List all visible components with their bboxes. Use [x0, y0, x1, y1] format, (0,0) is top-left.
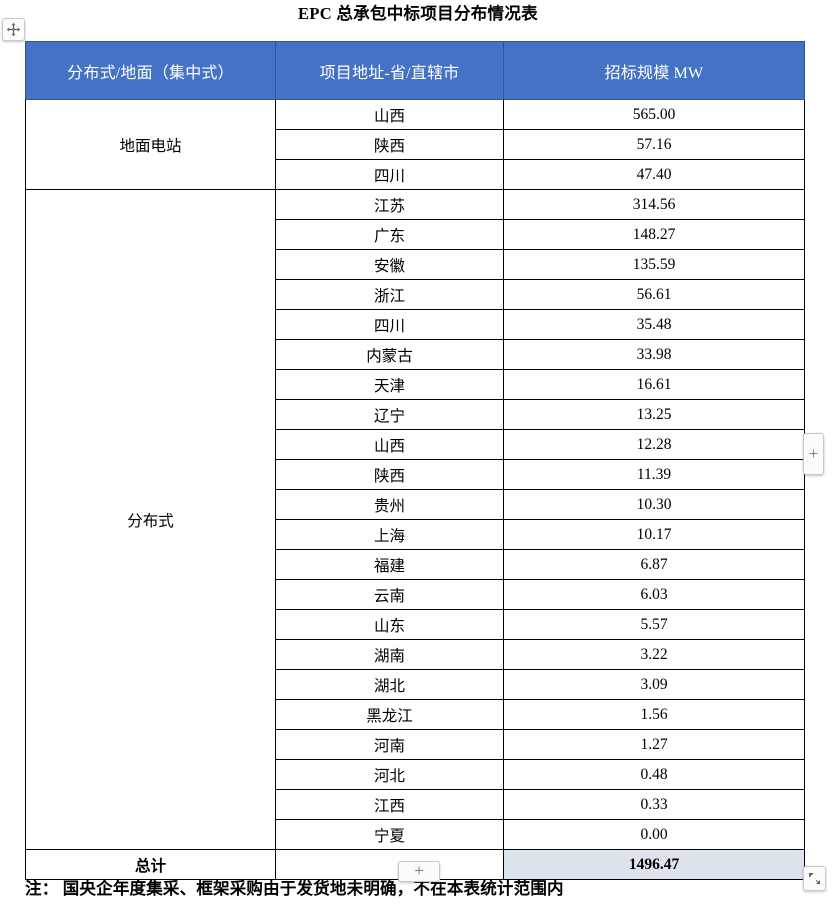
scale-cell[interactable]: 13.25 — [503, 399, 805, 430]
total-blank-cell[interactable] — [275, 849, 504, 880]
table-row: 福建 6.87 — [26, 549, 805, 580]
table-row: 山东 5.57 — [26, 609, 805, 640]
table-row: 河南 1.27 — [26, 729, 805, 760]
scale-cell[interactable]: 11.39 — [503, 459, 805, 490]
group-label-cell[interactable]: 分布式 — [25, 189, 276, 850]
scale-cell[interactable]: 56.61 — [503, 279, 805, 310]
region-cell[interactable]: 河北 — [275, 759, 504, 790]
scale-cell[interactable]: 0.33 — [503, 789, 805, 820]
column-header-scale[interactable]: 招标规模 MW — [503, 41, 805, 100]
total-label-cell[interactable]: 总计 — [25, 849, 276, 880]
scale-cell[interactable]: 6.03 — [503, 579, 805, 610]
column-header-category[interactable]: 分布式/地面（集中式） — [25, 41, 276, 100]
column-header-location[interactable]: 项目地址-省/直辖市 — [275, 41, 504, 100]
move-table-handle[interactable] — [2, 18, 25, 41]
total-row: 总计 1496.47 — [25, 849, 805, 880]
region-cell[interactable]: 山西 — [275, 429, 504, 460]
region-cell[interactable]: 辽宁 — [275, 399, 504, 430]
scale-cell[interactable]: 565.00 — [503, 99, 805, 130]
scale-cell[interactable]: 1.56 — [503, 699, 805, 730]
table-body: 地面电站 山西 565.00 陕西 57.16 四川 47.40 分布式 江苏 314.56 广东 1… — [25, 99, 805, 880]
scale-cell[interactable]: 6.87 — [503, 549, 805, 580]
scale-cell[interactable]: 3.09 — [503, 669, 805, 700]
scale-cell[interactable]: 0.48 — [503, 759, 805, 790]
group-label-cell[interactable]: 地面电站 — [25, 99, 276, 190]
table-header: 分布式/地面（集中式） 项目地址-省/直辖市 招标规模 MW — [25, 41, 805, 100]
table-row: 上海 10.17 — [26, 519, 805, 550]
region-cell[interactable]: 湖北 — [275, 669, 504, 700]
region-cell[interactable]: 四川 — [275, 159, 504, 190]
region-cell[interactable]: 广东 — [275, 219, 504, 250]
table-row: 广东 148.27 — [26, 219, 805, 250]
region-cell[interactable]: 黑龙江 — [275, 699, 504, 730]
plus-icon: + — [808, 443, 819, 463]
region-cell[interactable]: 云南 — [275, 579, 504, 610]
table-row: 内蒙古 33.98 — [26, 339, 805, 370]
scale-cell[interactable]: 16.61 — [503, 369, 805, 400]
total-value-cell[interactable]: 1496.47 — [503, 849, 805, 880]
plus-icon: + — [414, 861, 424, 880]
table-row: 贵州 10.30 — [26, 489, 805, 520]
region-cell[interactable]: 江苏 — [275, 189, 504, 220]
region-cell[interactable]: 四川 — [275, 309, 504, 340]
table-row: 分布式 江苏 314.56 — [25, 189, 805, 850]
scale-cell[interactable]: 5.57 — [503, 609, 805, 640]
page-title: EPC 总承包中标项目分布情况表 — [298, 4, 538, 23]
scale-cell[interactable]: 35.48 — [503, 309, 805, 340]
table-row: 浙江 56.61 — [26, 279, 805, 310]
scale-cell[interactable]: 314.56 — [503, 189, 805, 220]
table-row: 云南 6.03 — [26, 579, 805, 610]
region-cell[interactable]: 福建 — [275, 549, 504, 580]
scale-cell[interactable]: 1.27 — [503, 729, 805, 760]
scale-cell[interactable]: 135.59 — [503, 249, 805, 280]
table-row: 江西 0.33 — [26, 789, 805, 820]
add-row-button[interactable]: + — [398, 861, 440, 882]
region-cell[interactable]: 山西 — [275, 99, 504, 130]
table-row: 陕西 57.16 — [26, 129, 805, 160]
region-cell[interactable]: 陕西 — [275, 129, 504, 160]
footnote: 注： 国央企年度集采、框架采购由于发货地未明确，不在本表统计范围内 — [25, 879, 564, 898]
region-cell[interactable]: 安徽 — [275, 249, 504, 280]
table-row: 宁夏 0.00 — [26, 819, 805, 850]
scale-cell[interactable]: 10.17 — [503, 519, 805, 550]
add-column-button[interactable]: + — [803, 433, 824, 475]
scale-cell[interactable]: 12.28 — [503, 429, 805, 460]
scale-cell[interactable]: 148.27 — [503, 219, 805, 250]
scale-cell[interactable]: 33.98 — [503, 339, 805, 370]
region-cell[interactable]: 天津 — [275, 369, 504, 400]
table-container: 分布式/地面（集中式） 项目地址-省/直辖市 招标规模 MW 地面电站 山西 565… — [25, 41, 805, 880]
header-row: 分布式/地面（集中式） 项目地址-省/直辖市 招标规模 MW — [25, 41, 805, 100]
resize-table-handle[interactable] — [803, 866, 826, 891]
table-row: 安徽 135.59 — [26, 249, 805, 280]
region-cell[interactable]: 湖南 — [275, 639, 504, 670]
table-row: 天津 16.61 — [26, 369, 805, 400]
region-cell[interactable]: 浙江 — [275, 279, 504, 310]
scale-cell[interactable]: 47.40 — [503, 159, 805, 190]
epc-distribution-table: 分布式/地面（集中式） 项目地址-省/直辖市 招标规模 MW 地面电站 山西 565… — [25, 41, 805, 880]
scale-cell[interactable]: 3.22 — [503, 639, 805, 670]
region-cell[interactable]: 江西 — [275, 789, 504, 820]
table-row: 地面电站 山西 565.00 — [25, 99, 805, 190]
region-cell[interactable]: 宁夏 — [275, 819, 504, 850]
region-cell[interactable]: 陕西 — [275, 459, 504, 490]
table-row: 四川 47.40 — [26, 159, 805, 190]
region-cell[interactable]: 上海 — [275, 519, 504, 550]
region-cell[interactable]: 贵州 — [275, 489, 504, 520]
region-cell[interactable]: 内蒙古 — [275, 339, 504, 370]
scale-cell[interactable]: 10.30 — [503, 489, 805, 520]
table-row: 山西 12.28 — [26, 429, 805, 460]
table-row: 四川 35.48 — [26, 309, 805, 340]
region-cell[interactable]: 河南 — [275, 729, 504, 760]
region-cell[interactable]: 山东 — [275, 609, 504, 640]
scale-cell[interactable]: 57.16 — [503, 129, 805, 160]
scale-cell[interactable]: 0.00 — [503, 819, 805, 850]
